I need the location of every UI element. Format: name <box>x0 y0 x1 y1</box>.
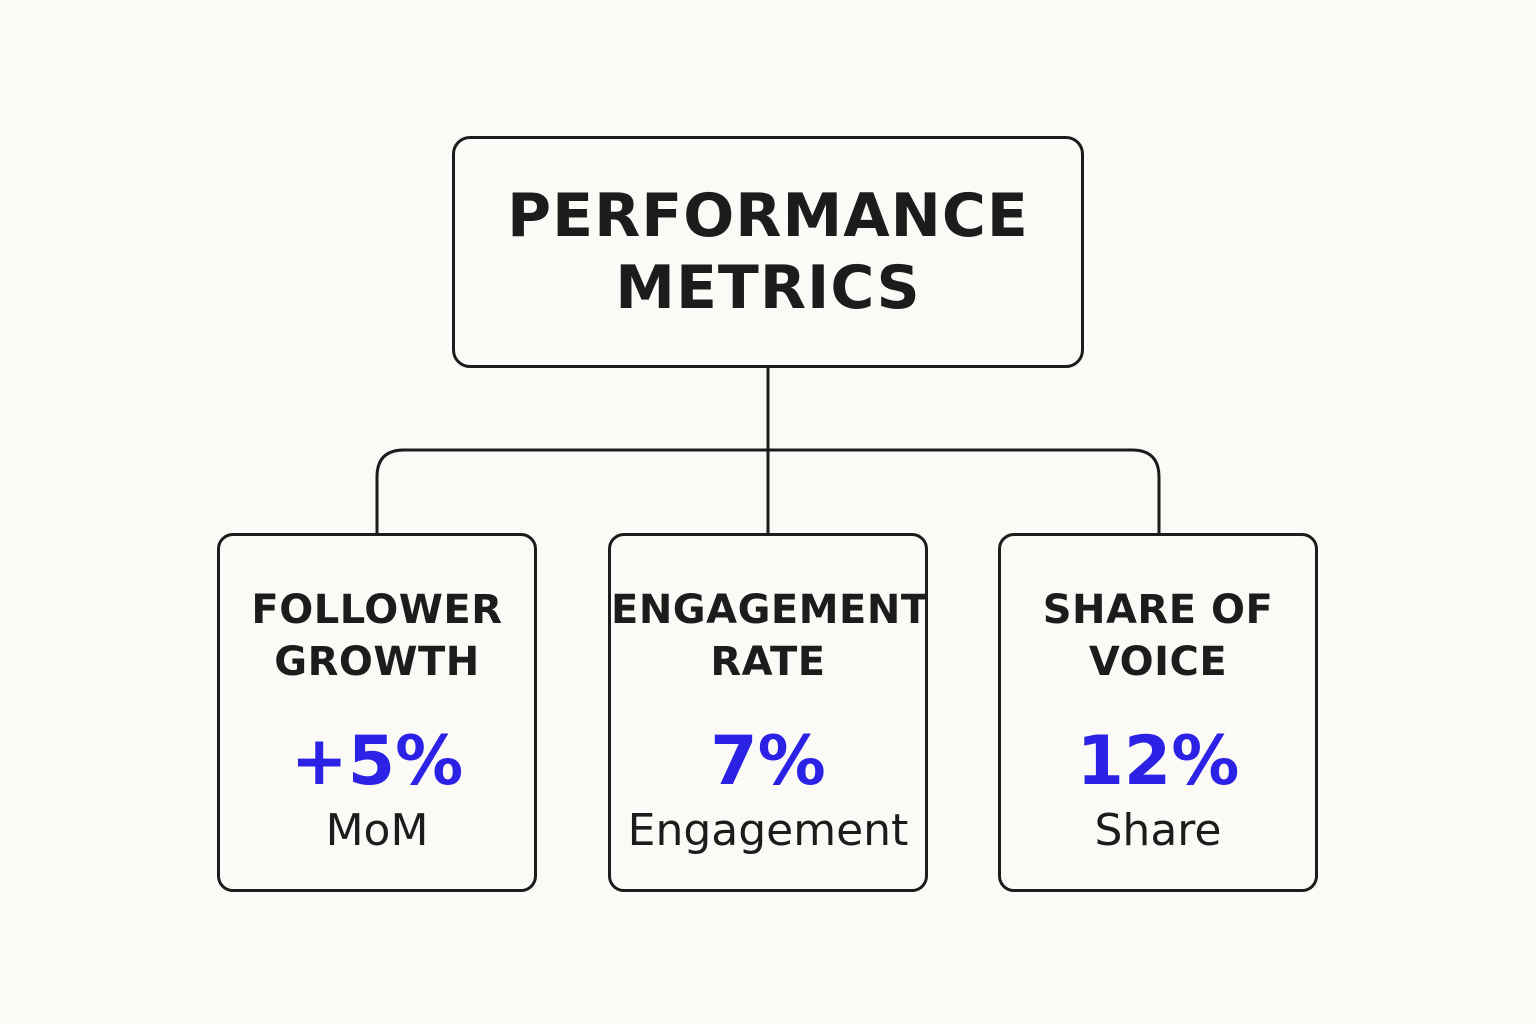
metric-value: 12% <box>1076 722 1240 801</box>
metric-title-line-2: RATE <box>710 639 826 685</box>
root-title-line-2: METRICS <box>615 253 921 323</box>
metric-title-line-2: GROWTH <box>274 639 480 685</box>
connector-branch-right <box>766 448 1161 535</box>
root-node-performance-metrics: PERFORMANCE METRICS <box>452 136 1084 368</box>
metric-unit: MoM <box>325 805 429 856</box>
metric-title-line-1: SHARE OF <box>1042 587 1274 633</box>
metric-unit: Engagement <box>627 805 909 856</box>
metric-card-share-of-voice: SHARE OF VOICE 12% Share <box>998 533 1318 892</box>
metric-unit: Share <box>1094 805 1222 856</box>
connector-branch-left <box>375 448 770 535</box>
metric-title: ENGAGEMENT RATE <box>611 584 929 688</box>
metric-title: SHARE OF VOICE <box>1001 584 1315 688</box>
root-title-line-1: PERFORMANCE <box>507 181 1029 251</box>
metric-card-follower-growth: FOLLOWER GROWTH +5% MoM <box>217 533 537 892</box>
metric-card-engagement-rate: ENGAGEMENT RATE 7% Engagement <box>608 533 928 892</box>
metric-title: FOLLOWER GROWTH <box>220 584 534 688</box>
metric-title-line-1: ENGAGEMENT <box>611 587 929 633</box>
metric-value: +5% <box>290 722 464 801</box>
root-title: PERFORMANCE METRICS <box>507 180 1029 324</box>
metric-title-line-2: VOICE <box>1088 639 1228 685</box>
metric-title-line-1: FOLLOWER <box>251 587 503 633</box>
metric-value: 7% <box>710 722 826 801</box>
